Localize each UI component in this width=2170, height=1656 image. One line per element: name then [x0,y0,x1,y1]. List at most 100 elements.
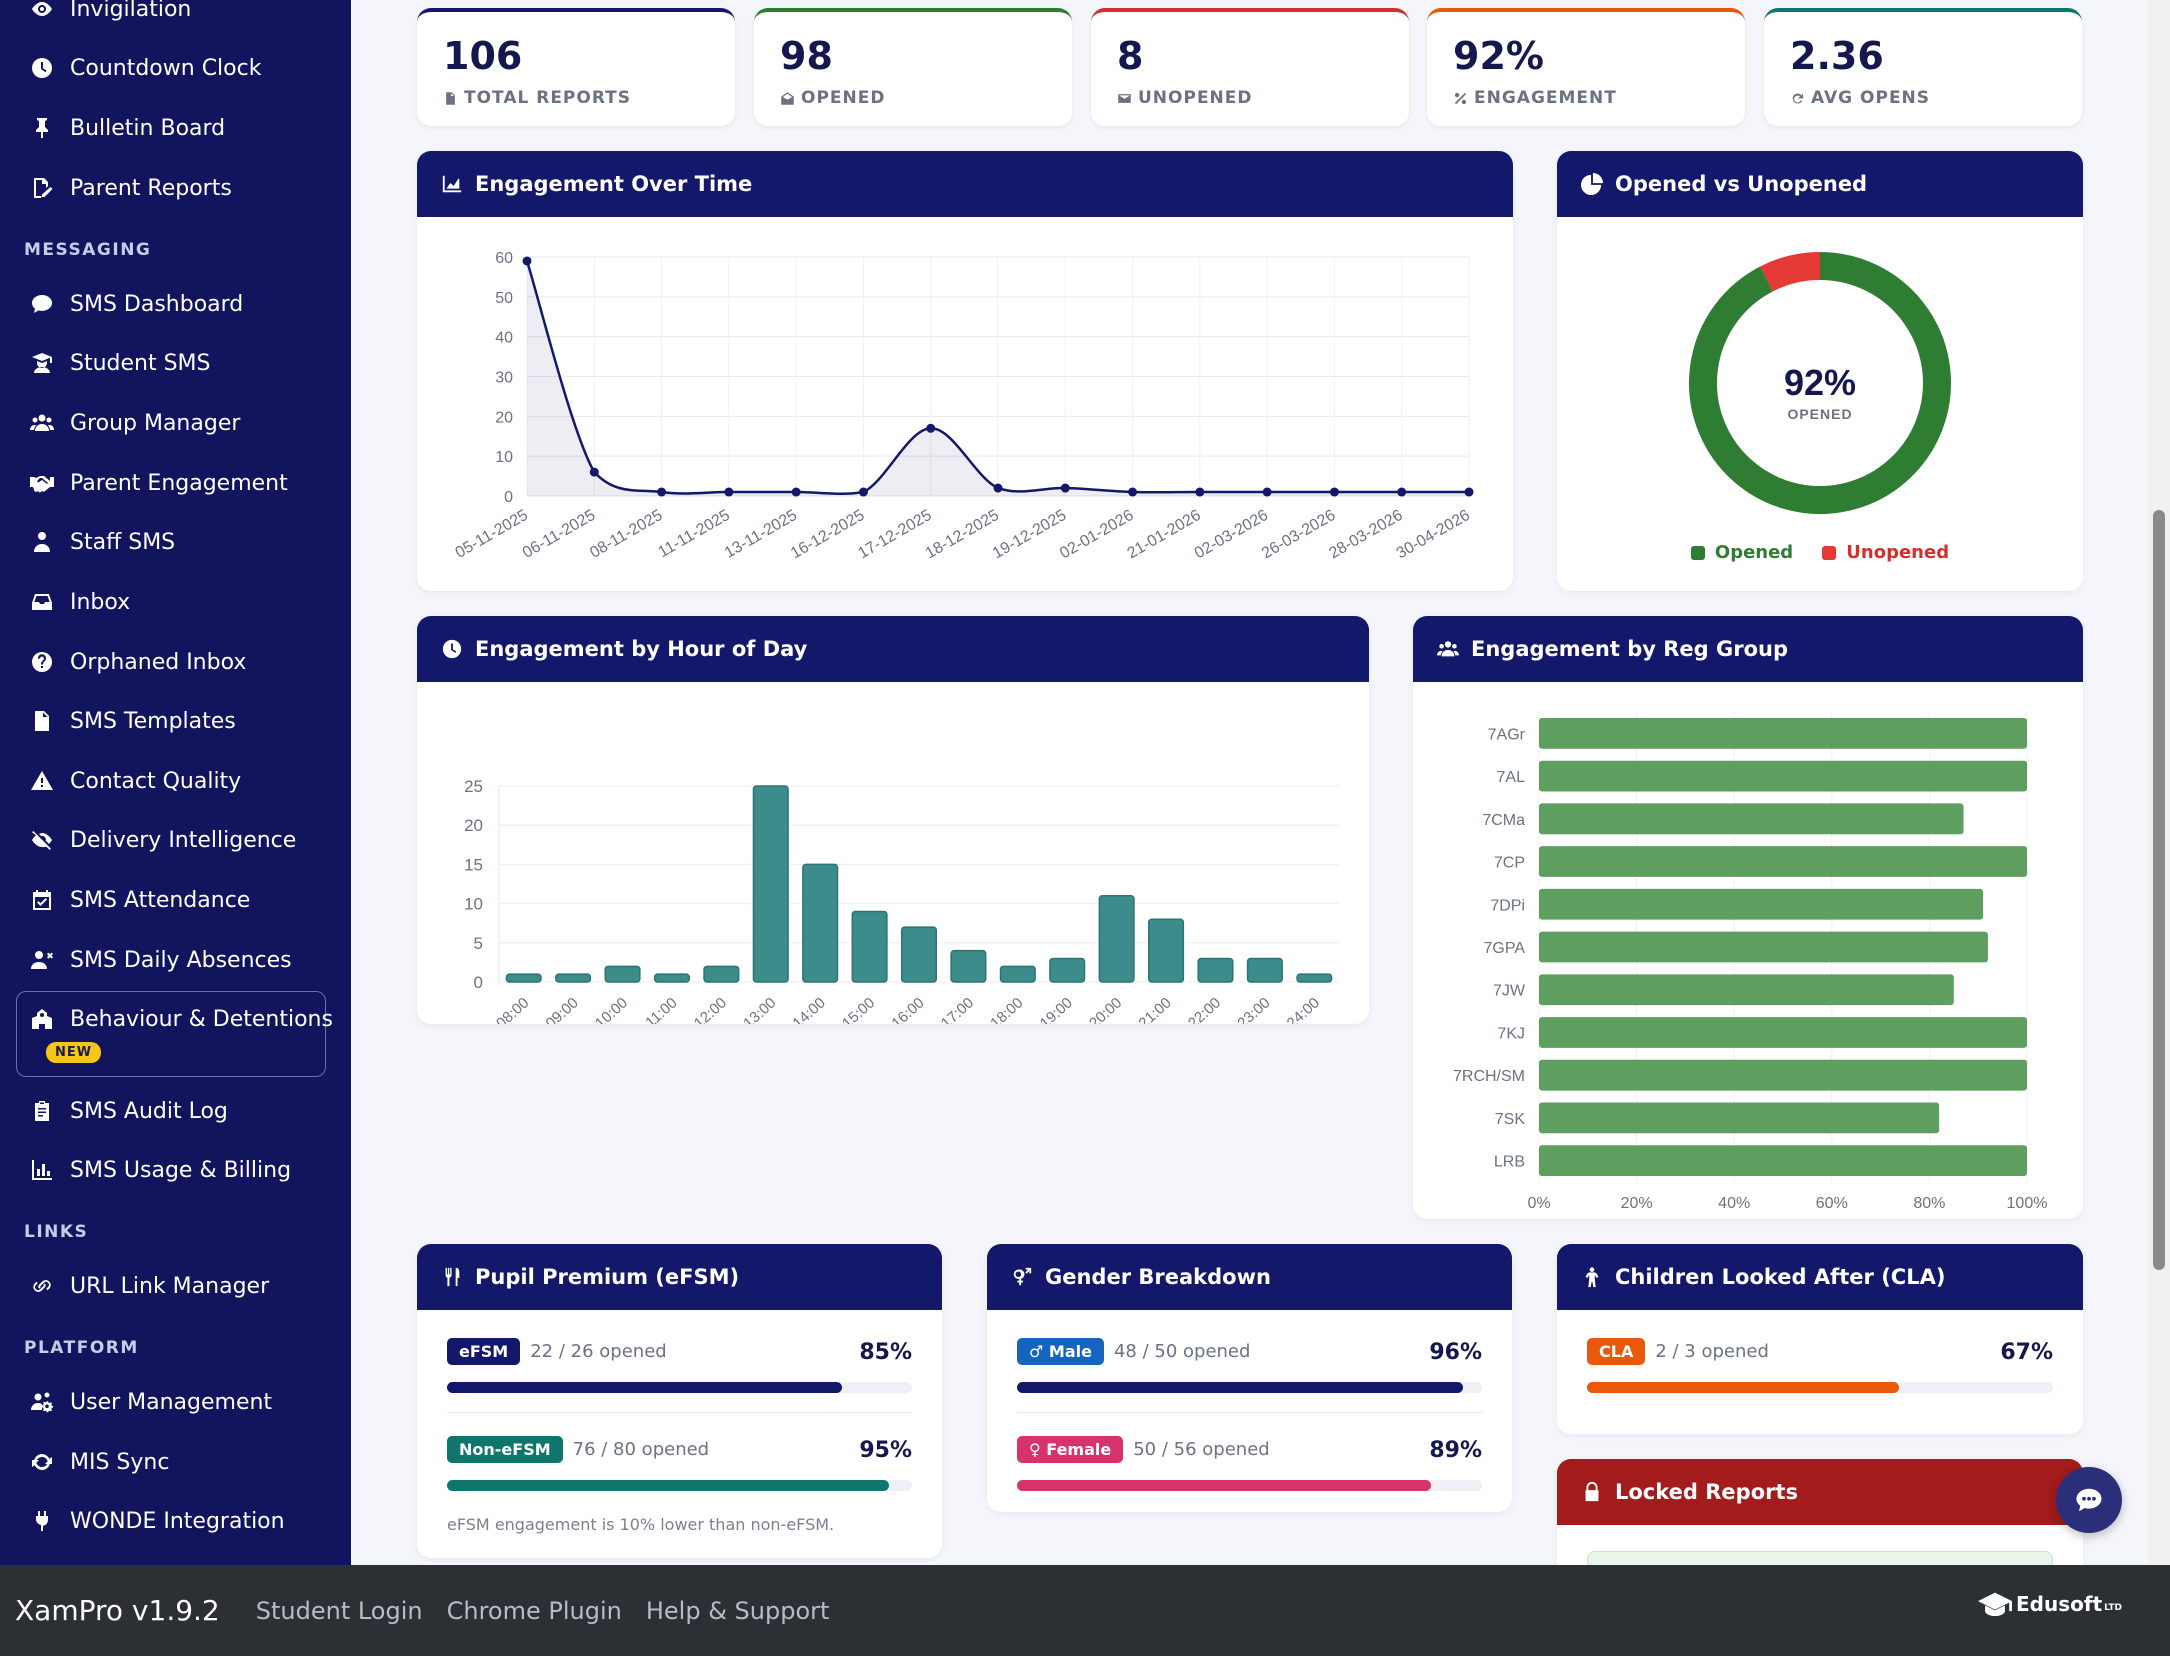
panel-title: Engagement by Reg Group [1471,637,1788,661]
x-tick-label: 13-11-2025 [722,507,800,562]
data-point [1397,487,1407,497]
engagement-by-hour-panel: Engagement by Hour of Day 0 5 10 15 20 25 07:0… [417,616,1369,1024]
legend-opened[interactable]: Opened [1690,542,1793,563]
nav-label: Parent Reports [70,175,232,201]
bar [604,965,641,983]
bar [555,973,592,983]
stat-value: 106 [443,34,523,78]
file-icon [28,707,56,735]
link-icon [28,1272,56,1300]
sidebar-item-student-sms[interactable]: Student SMS [28,343,211,383]
legend-label: Unopened [1846,542,1950,563]
nav-label: SMS Usage & Billing [70,1157,292,1183]
sidebar-item-sms-attendance[interactable]: SMS Attendance [28,880,250,920]
bar [1539,931,1988,963]
users-cog-icon [28,1388,56,1416]
gender-breakdown-panel: Gender Breakdown ♂ Male 48 / 50 opened 96%… [987,1244,1512,1512]
bar [900,926,938,983]
footer-link-student-login[interactable]: Student Login [255,1596,423,1625]
panel-header: Gender Breakdown [987,1244,1512,1310]
x-tick-label: 0% [1527,1195,1550,1212]
edit-doc-icon [28,174,56,202]
sidebar-item-behaviour-detentions[interactable]: Behaviour & Detentions [28,999,333,1039]
clipboard-icon [28,1097,56,1125]
sidebar-item-contact-quality[interactable]: Contact Quality [28,761,241,801]
sidebar-item-delivery-intelligence[interactable]: Delivery Intelligence [28,820,296,860]
sidebar-item-sms-templates[interactable]: SMS Templates [28,701,236,741]
sidebar-item-invigilation[interactable]: Invigilation [28,0,191,29]
bar [703,965,740,983]
progress-track [447,1480,912,1491]
x-tick-label: 40% [1718,1195,1750,1212]
bar [505,973,542,983]
sidebar-item-bulletin-board[interactable]: Bulletin Board [28,108,225,148]
bar [1049,957,1086,983]
panel-header: Engagement by Reg Group [1413,616,2083,682]
panel-title: Opened vs Unopened [1615,172,1868,196]
x-tick-label: 17-12-2025 [855,507,934,563]
pin-icon [28,114,56,142]
clock-icon [28,54,56,82]
pupil-premium-note: eFSM engagement is 10% lower than non-eF… [447,1515,835,1534]
opened-count: 22 / 26 opened [530,1341,667,1362]
sidebar-item-wonde-integration[interactable]: WONDE Integration [28,1501,285,1541]
bar [1539,974,1954,1006]
nav-label: Staff SMS [70,529,176,555]
stat-card-opened: 98 OPENED [754,8,1072,126]
data-point [1128,487,1138,497]
x-tick-label: 06-11-2025 [520,507,598,562]
progress-track [447,1382,912,1393]
sidebar-item-staff-sms[interactable]: Staff SMS [28,522,175,562]
lock-icon [1585,1481,1599,1502]
bar [1148,918,1185,983]
sidebar-item-sms-audit-log[interactable]: SMS Audit Log [28,1091,228,1131]
sidebar-item-inbox[interactable]: Inbox [28,582,130,622]
panel-title: Gender Breakdown [1045,1265,1271,1289]
x-tick-label: 19-12-2025 [990,507,1069,563]
bar [1539,1017,2027,1048]
data-point [1329,487,1339,497]
progress-row: ♀ Female 50 / 56 opened 89% [1017,1436,1482,1491]
nav-label: User Management [70,1389,273,1415]
footer-link-help-support[interactable]: Help & Support [645,1596,830,1625]
app-version: XamPro v1.9.2 [15,1594,220,1627]
stat-label-text: ENGAGEMENT [1474,88,1617,108]
legend-unopened[interactable]: Unopened [1822,542,1949,563]
bar [999,965,1036,983]
chat-button[interactable] [2056,1467,2122,1533]
page-scrollbar[interactable] [2148,0,2170,1565]
sidebar-item-group-manager[interactable]: Group Manager [28,403,240,443]
donut-center-label: OPENED [1787,406,1852,422]
y-tick-label: 20 [495,409,513,426]
scrollbar-thumb[interactable] [2153,510,2165,1270]
slice-unopened [1760,252,1821,292]
y-tick-label: 20 [464,816,483,835]
stat-label-text: TOTAL REPORTS [464,88,632,108]
bar [1296,973,1333,983]
data-point [993,483,1003,493]
sidebar-item-user-management[interactable]: User Management [28,1382,272,1422]
school-icon [28,1005,56,1033]
area-chart-icon [442,175,462,193]
footer-link-chrome-plugin[interactable]: Chrome Plugin [446,1596,622,1625]
nav-label: Behaviour & Detentions [70,1006,333,1032]
sidebar-item-orphaned-inbox[interactable]: Orphaned Inbox [28,642,246,682]
sidebar-item-url-link-manager[interactable]: URL Link Manager [28,1266,269,1306]
eye-slash-icon [28,826,56,854]
sidebar-item-countdown-clock[interactable]: Countdown Clock [28,48,261,88]
x-tick-label: 16-12-2025 [788,507,867,563]
nav-label: Student SMS [70,350,211,376]
sidebar-item-sms-daily-absences[interactable]: SMS Daily Absences [28,940,292,980]
bar [1197,957,1234,983]
reg-group-bar-chart: 0% 20% 40% 60% 80% 100% 7AGr 7AL 7CMa 7CP 7DPi 7GPA… [1453,712,2047,1212]
sidebar-item-sms-dashboard[interactable]: SMS Dashboard [28,284,243,324]
hour-bar-chart: 051015202507:00-08:0008:00-09:0009:00-10… [461,777,1339,1024]
sidebar-item-parent-reports[interactable]: Parent Reports [28,168,232,208]
section-label-platform: PLATFORM [24,1338,139,1358]
sidebar-item-parent-engagement[interactable]: Parent Engagement [28,463,288,503]
x-tick-label: 05-11-2025 [453,507,531,562]
stat-label-text: AVG OPENS [1811,88,1931,108]
sidebar-item-mis-sync[interactable]: MIS Sync [28,1442,169,1482]
sidebar-item-sms-usage-billing[interactable]: SMS Usage & Billing [28,1150,291,1190]
panel-header: Children Looked After (CLA) [1557,1244,2083,1310]
